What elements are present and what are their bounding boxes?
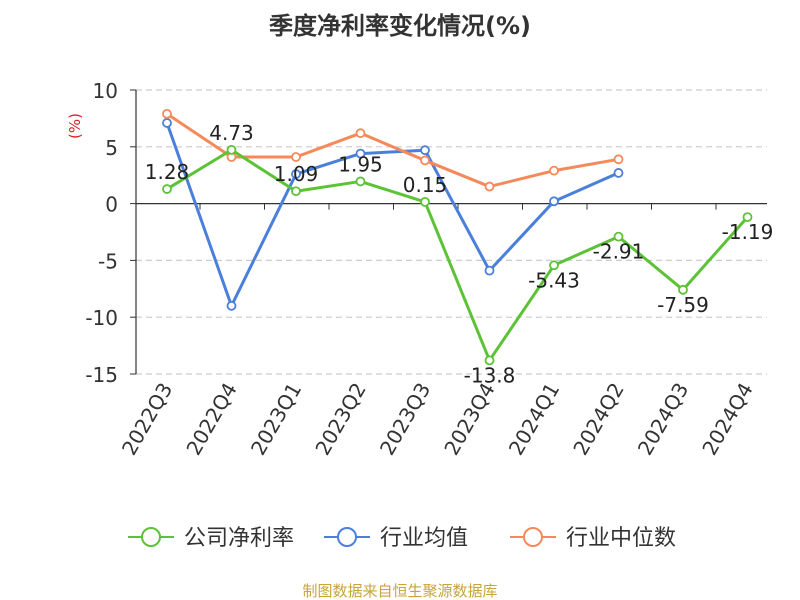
data-point	[420, 145, 430, 156]
x-tick-label: 2023Q2	[310, 379, 370, 460]
y-axis-label: (%)	[66, 113, 84, 139]
legend-swatch-marker	[337, 527, 357, 547]
x-tick-label: 2024Q1	[504, 379, 564, 460]
x-tick-label: 2022Q3	[117, 379, 177, 460]
data-label: -1.19	[722, 220, 774, 244]
data-label: 1.28	[145, 160, 190, 184]
chart-title: 季度净利率变化情况(%)	[269, 12, 531, 40]
y-tick-label: 5	[105, 136, 118, 160]
y-tick-label: 0	[105, 193, 118, 217]
x-tick-label: 2024Q4	[697, 379, 757, 460]
legend-swatch-marker	[141, 527, 161, 547]
data-label: 1.09	[274, 162, 319, 186]
series-line	[165, 122, 620, 308]
data-label: 4.73	[209, 121, 254, 145]
data-label: -13.8	[464, 363, 516, 387]
data-point	[549, 165, 559, 176]
legend-label: 行业中位数	[566, 526, 676, 551]
data-point	[678, 284, 688, 295]
data-labels-group: 1.28 4.73 1.09 1.95 0.15 -13.8 -5.43 -2.91 -7.59…	[145, 121, 774, 388]
data-point	[226, 300, 237, 311]
data-point	[162, 184, 172, 194]
data-point	[162, 108, 172, 119]
legend-label: 公司净利率	[184, 526, 294, 551]
data-point	[613, 231, 624, 242]
data-point	[355, 148, 366, 159]
data-label: -2.91	[593, 240, 645, 264]
y-tick-label: 10	[93, 79, 118, 103]
y-tick-label: -5	[98, 249, 118, 273]
axes	[135, 90, 767, 374]
legend: 公司净利率 行业均值 行业中位数	[128, 526, 676, 551]
data-point	[420, 196, 430, 207]
data-point	[549, 260, 559, 271]
data-point	[613, 168, 624, 178]
legend-label: 行业均值	[380, 526, 468, 551]
data-point	[549, 196, 559, 207]
data-point	[420, 155, 430, 166]
y-tick-label: -15	[85, 363, 118, 387]
data-point	[613, 154, 624, 165]
data-point	[291, 152, 301, 162]
data-point	[484, 355, 495, 366]
legend-swatch-marker	[523, 527, 543, 547]
x-tick-label: 2023Q3	[375, 379, 435, 460]
series-group	[162, 108, 753, 366]
data-point	[484, 265, 495, 276]
data-point	[291, 169, 301, 179]
x-tick-label: 2024Q2	[568, 379, 628, 460]
source-note: 制图数据来自恒生聚源数据库	[302, 582, 497, 600]
data-point	[162, 118, 172, 128]
data-point	[226, 144, 237, 155]
x-tick-label: 2023Q1	[246, 379, 306, 460]
x-tick-label: 2023Q4	[439, 379, 499, 460]
data-label: 1.95	[338, 152, 383, 176]
data-label: 0.15	[403, 173, 448, 197]
data-point	[355, 128, 366, 139]
y-tick-label: -10	[85, 306, 118, 330]
data-label: -5.43	[528, 268, 580, 292]
data-point	[742, 212, 753, 223]
data-point	[291, 186, 301, 197]
x-tick-label: 2024Q3	[633, 379, 693, 460]
series-line	[166, 148, 749, 362]
data-point	[355, 176, 366, 187]
y-ticks: 10 5 0 -5 -10 -15	[85, 79, 136, 387]
x-tick-label: 2022Q4	[181, 379, 241, 460]
data-point	[484, 181, 495, 192]
data-label: -7.59	[657, 293, 709, 317]
x-ticks: 2022Q3 2022Q4 2023Q1 2023Q2 2023Q3 2023Q4 2024…	[117, 203, 758, 460]
grid-lines	[136, 89, 767, 375]
